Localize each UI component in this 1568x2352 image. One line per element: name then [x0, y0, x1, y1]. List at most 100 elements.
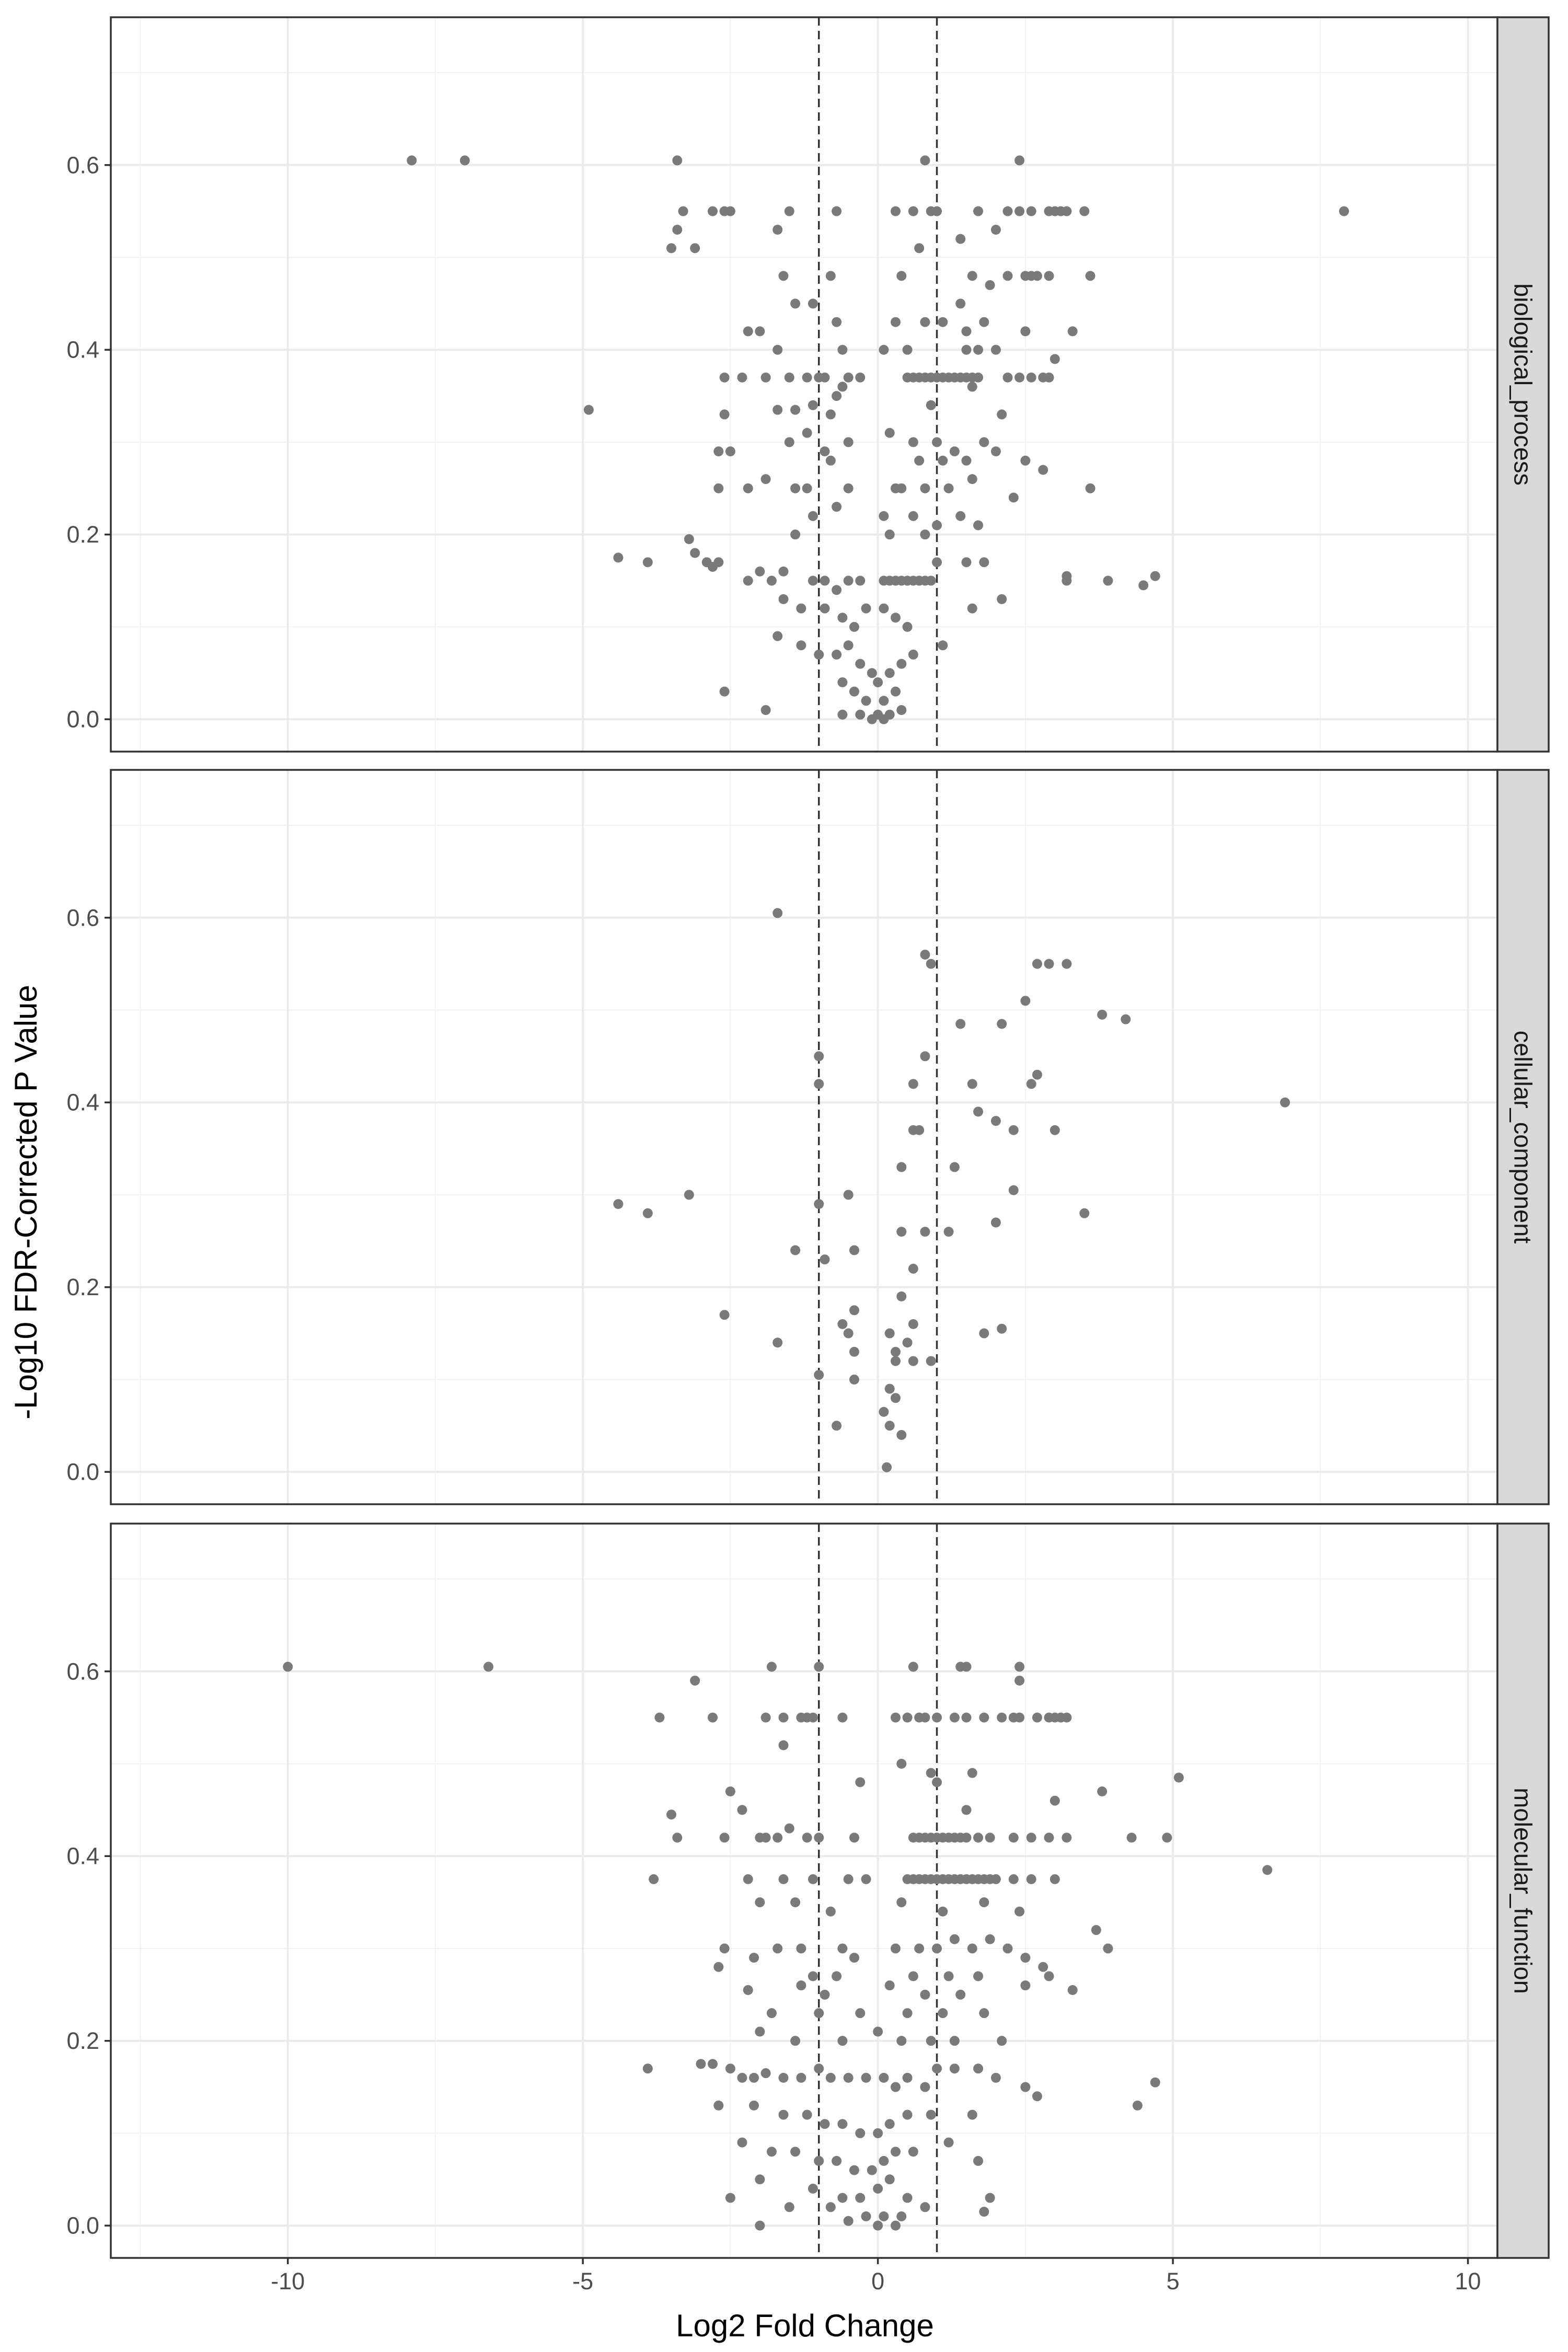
data-point: [843, 640, 854, 651]
data-point: [979, 1712, 989, 1723]
data-point: [902, 1338, 913, 1348]
data-point: [820, 372, 830, 383]
data-point: [1008, 1125, 1019, 1135]
data-point: [743, 1985, 753, 1995]
data-point: [967, 603, 977, 614]
data-point: [743, 575, 753, 586]
data-point: [814, 1079, 824, 1089]
data-point: [1079, 206, 1090, 216]
data-point: [979, 1897, 989, 1908]
data-point: [283, 1662, 293, 1672]
data-point: [773, 1943, 783, 1954]
data-point: [990, 2072, 1001, 2083]
data-point: [802, 372, 812, 383]
data-point: [784, 2202, 794, 2212]
data-point: [914, 455, 925, 466]
data-point: [873, 2220, 883, 2231]
data-point: [1097, 1009, 1108, 1020]
data-point: [778, 1712, 789, 1723]
data-point: [796, 640, 806, 651]
data-point: [849, 2165, 859, 2175]
data-point: [1026, 206, 1036, 216]
data-point: [1014, 1662, 1025, 1672]
data-point: [1014, 1712, 1025, 1723]
data-point: [902, 344, 913, 355]
data-point: [967, 382, 977, 392]
data-point: [873, 2183, 883, 2194]
data-point: [949, 1162, 960, 1172]
data-point: [973, 344, 984, 355]
data-point: [890, 1943, 901, 1954]
data-point: [997, 409, 1007, 420]
data-point: [908, 2147, 918, 2157]
data-point: [1008, 1185, 1019, 1195]
data-point: [755, 326, 765, 337]
data-point: [814, 2063, 824, 2074]
data-point: [1062, 1832, 1072, 1843]
facet-strip: [1496, 769, 1550, 1505]
data-point: [825, 409, 836, 420]
data-point: [949, 1712, 960, 1723]
data-point: [932, 437, 942, 447]
data-point: [843, 1328, 854, 1339]
data-point: [873, 2128, 883, 2138]
data-point: [914, 1125, 925, 1135]
data-point: [955, 1989, 966, 2000]
data-point: [808, 1874, 818, 1884]
data-point: [837, 2193, 848, 2203]
data-point: [760, 372, 771, 383]
data-point: [914, 1943, 925, 1954]
data-point: [879, 714, 889, 724]
data-point: [613, 1199, 624, 1209]
data-point: [583, 405, 594, 415]
data-point: [613, 552, 624, 563]
data-point: [890, 317, 901, 327]
data-point: [908, 1263, 918, 1274]
data-point: [997, 2036, 1007, 2046]
data-point: [825, 2072, 836, 2083]
data-point: [708, 206, 718, 216]
data-point: [1002, 271, 1013, 281]
data-point: [920, 2082, 930, 2092]
data-point: [849, 686, 859, 697]
data-point: [943, 1227, 954, 1237]
data-point: [820, 2119, 830, 2129]
data-point: [1150, 2077, 1160, 2088]
data-points: [407, 155, 1349, 724]
data-point: [790, 298, 801, 309]
data-point: [820, 1989, 830, 2000]
data-point: [666, 1809, 676, 1820]
data-point: [943, 483, 954, 493]
data-point: [855, 575, 866, 586]
data-point: [802, 483, 812, 493]
data-point: [849, 1346, 859, 1357]
data-point: [849, 1305, 859, 1316]
data-point: [719, 1832, 730, 1843]
data-point: [932, 1712, 942, 1723]
data-point: [837, 2036, 848, 2046]
data-point: [932, 1777, 942, 1788]
data-point: [967, 474, 977, 485]
data-point: [890, 2220, 901, 2231]
data-point: [961, 1712, 972, 1723]
data-point: [849, 621, 859, 632]
data-point: [773, 908, 783, 918]
data-point: [684, 534, 694, 545]
data-point: [884, 529, 895, 540]
data-point: [1121, 1014, 1131, 1024]
data-point: [760, 705, 771, 715]
data-point: [743, 483, 753, 493]
data-point: [979, 557, 989, 568]
data-point: [1026, 1832, 1036, 1843]
data-point: [825, 271, 836, 281]
data-point: [1067, 326, 1078, 337]
data-point: [690, 243, 700, 253]
data-point: [642, 2063, 653, 2074]
data-point: [1020, 326, 1031, 337]
data-point: [766, 1662, 777, 1672]
data-point: [459, 155, 470, 166]
data-point: [890, 1346, 901, 1357]
data-point: [1008, 492, 1019, 503]
data-point: [832, 649, 842, 660]
